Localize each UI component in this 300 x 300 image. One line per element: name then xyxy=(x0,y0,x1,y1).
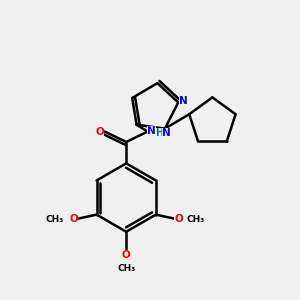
Text: O: O xyxy=(122,250,130,260)
Text: O: O xyxy=(174,214,183,224)
Text: N: N xyxy=(147,126,156,136)
Text: O: O xyxy=(95,127,104,136)
Text: O: O xyxy=(69,214,78,224)
Text: CH₃: CH₃ xyxy=(117,264,135,273)
Text: H: H xyxy=(155,128,163,138)
Text: N: N xyxy=(179,96,188,106)
Text: CH₃: CH₃ xyxy=(46,214,64,224)
Text: N: N xyxy=(162,128,170,138)
Text: CH₃: CH₃ xyxy=(186,214,205,224)
